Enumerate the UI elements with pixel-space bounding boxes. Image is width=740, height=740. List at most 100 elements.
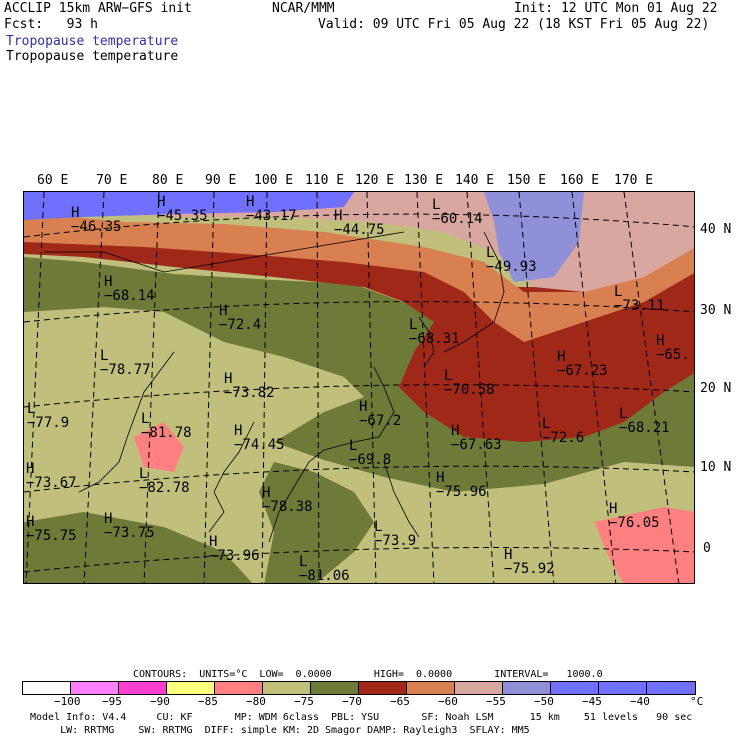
colorbar-label: −80 xyxy=(246,695,266,708)
colorbar-label: −90 xyxy=(150,695,170,708)
lon-label: 130 E xyxy=(404,173,444,188)
map-marker: L −60.14 xyxy=(432,197,483,227)
colorbar-swatch xyxy=(215,682,263,694)
lat-label: 0 xyxy=(703,541,711,556)
lat-label: 10 N xyxy=(700,460,732,475)
colorbar-swatch xyxy=(503,682,551,694)
lon-label: 90 E xyxy=(205,173,237,188)
colorbar-label: −50 xyxy=(534,695,554,708)
lon-label: 170 E xyxy=(614,173,654,188)
map-marker: H −75.75 xyxy=(26,514,77,544)
map-marker: L −82.78 xyxy=(139,466,190,496)
forecast-hour-label: Fcst: 93 h xyxy=(4,17,98,32)
map-marker: H −73.82 xyxy=(224,371,275,401)
colorbar-label: −100 xyxy=(54,695,81,708)
field-band-minus70-south xyxy=(24,512,253,583)
map-marker: H −78.38 xyxy=(262,485,313,515)
colorbar-swatch xyxy=(407,682,455,694)
colorbar-swatch xyxy=(359,682,407,694)
colorbar-label: −60 xyxy=(438,695,458,708)
field-title: Tropopause temperature xyxy=(6,49,179,64)
map-marker: H −68.14 xyxy=(104,274,155,304)
map-marker: L −68.21 xyxy=(619,406,670,436)
map-marker: H −67.63 xyxy=(451,423,502,453)
field-band-minus80-india xyxy=(134,422,184,472)
colorbar-swatch xyxy=(311,682,359,694)
colorbar-label: −70 xyxy=(342,695,362,708)
map-marker: L −72.6 xyxy=(542,416,585,446)
lon-label: 120 E xyxy=(355,173,395,188)
map-marker: H −75.92 xyxy=(504,547,555,577)
colorbar-swatch xyxy=(647,682,695,694)
map-marker: L −49.93 xyxy=(486,245,537,275)
field-band-minus50 xyxy=(484,192,584,282)
model-info-line2: LW: RRTMG SW: RRTMG DIFF: simple KM: 2D … xyxy=(30,725,530,736)
contour-info: CONTOURS: UNITS=°C LOW= 0.0000 HIGH= 0.0… xyxy=(133,669,603,680)
map-marker: H −43.17 xyxy=(246,194,297,224)
field-band-minus80-pacific xyxy=(594,507,694,583)
colorbar-swatch xyxy=(263,682,311,694)
lon-label: 110 E xyxy=(305,173,345,188)
map-marker: H −73.75 xyxy=(104,511,155,541)
lat-label: 20 N xyxy=(700,381,732,396)
colorbar-swatch xyxy=(119,682,167,694)
map-marker: L −81.78 xyxy=(141,411,192,441)
colorbar-label: −45 xyxy=(582,695,602,708)
valid-time-label: Valid: 09 UTC Fri 05 Aug 22 (18 KST Fri … xyxy=(318,17,710,32)
map-marker: H −67.2 xyxy=(359,399,402,429)
map-marker: H −73.67 xyxy=(26,461,77,491)
map-marker: L −69.8 xyxy=(349,438,392,468)
map-panel: H −46.35 H −45.35 H −43.17 H −44.75 L −60.14 … xyxy=(23,191,695,584)
map-marker: H −45.35 xyxy=(157,194,208,224)
field-title-blue: Tropopause temperature xyxy=(6,34,179,49)
colorbar-label: °C xyxy=(690,695,704,708)
colorbar-label: −65 xyxy=(390,695,410,708)
map-marker: L −70.58 xyxy=(444,368,495,398)
colorbar-label: −75 xyxy=(294,695,314,708)
map-marker: L −78.77 xyxy=(100,348,151,378)
model-title: ACCLIP 15km ARW−GFS init xyxy=(4,1,192,16)
colorbar-label: −40 xyxy=(630,695,650,708)
field-band-minus70-indochina xyxy=(259,462,374,583)
init-time-label: Init: 12 UTC Mon 01 Aug 22 xyxy=(514,1,718,16)
map-marker: L −73.9 xyxy=(374,519,417,549)
graticule xyxy=(24,192,694,583)
field-band-minus60 xyxy=(24,212,694,342)
colorbar-swatch xyxy=(455,682,503,694)
colorbar-swatch xyxy=(599,682,647,694)
field-band-minus45 xyxy=(24,192,354,220)
colorbar xyxy=(22,681,696,695)
colorbar-label: −85 xyxy=(198,695,218,708)
map-marker: L −68.31 xyxy=(409,317,460,347)
map-marker: H −75.96 xyxy=(436,470,487,500)
field-band-minus65 xyxy=(24,222,694,442)
map-marker: L −77.9 xyxy=(27,401,70,431)
map-marker: H −73.96 xyxy=(209,534,260,564)
coastlines xyxy=(44,231,505,543)
colorbar-label: −55 xyxy=(486,695,506,708)
lon-label: 70 E xyxy=(96,173,128,188)
lon-label: 60 E xyxy=(37,173,69,188)
map-marker: L −73.11 xyxy=(614,284,665,314)
map-marker: H −76.05 xyxy=(609,501,660,531)
lon-label: 150 E xyxy=(507,173,547,188)
organization-label: NCAR/MMM xyxy=(272,1,335,16)
map-marker: H −46.35 xyxy=(71,205,122,235)
lon-label: 160 E xyxy=(560,173,600,188)
temperature-field xyxy=(24,192,694,583)
map-marker: H −65. xyxy=(656,333,690,363)
lon-label: 140 E xyxy=(455,173,495,188)
lat-label: 40 N xyxy=(700,222,732,237)
colorbar-swatch xyxy=(71,682,119,694)
map-marker: H −67.23 xyxy=(557,349,608,379)
lon-label: 80 E xyxy=(152,173,184,188)
model-info-line1: Model Info: V4.4 CU: KF MP: WDM 6class P… xyxy=(30,712,693,723)
colorbar-swatch xyxy=(551,682,599,694)
map-marker: H −44.75 xyxy=(334,208,385,238)
map-marker: L −81.06 xyxy=(299,554,350,584)
colorbar-swatch xyxy=(167,682,215,694)
colorbar-label: −95 xyxy=(102,695,122,708)
lon-label: 100 E xyxy=(254,173,294,188)
map-marker: H −74.45 xyxy=(234,423,285,453)
lat-label: 30 N xyxy=(700,303,732,318)
